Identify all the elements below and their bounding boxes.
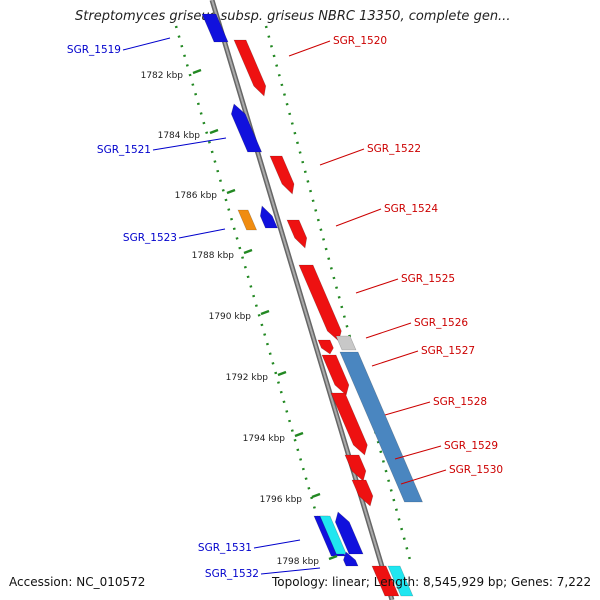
gene-label-SGR_1528[interactable]: SGR_1528 <box>433 396 487 408</box>
tick-mark <box>192 68 202 75</box>
label-leader-line <box>355 278 399 294</box>
map-title: Streptomyces griseus subsp. griseus NBRC… <box>75 9 511 24</box>
tick-label: 1786 kbp <box>175 191 218 201</box>
tick-label: 1790 kbp <box>209 312 252 322</box>
gene-label-SGR_1521[interactable]: SGR_1521 <box>97 144 151 156</box>
gene-SGR_1532[interactable] <box>343 551 359 567</box>
gene-label-SGR_1526[interactable]: SGR_1526 <box>414 317 468 329</box>
gene-label-SGR_1519[interactable]: SGR_1519 <box>67 44 121 56</box>
tick-mark <box>243 248 253 255</box>
gene-label-SGR_1520[interactable]: SGR_1520 <box>333 35 387 47</box>
gene-labels[interactable]: SGR_1519 SGR_1520 SGR_1521 SGR_1522 SGR_1523… <box>67 35 503 580</box>
label-leader-line <box>384 401 431 416</box>
gene-SGR_1527[interactable] <box>321 354 350 396</box>
gene-label-SGR_1525[interactable]: SGR_1525 <box>401 273 455 285</box>
label-leader-line <box>178 228 226 239</box>
tick-mark <box>226 188 236 195</box>
gene-label-SGR_1530[interactable]: SGR_1530 <box>449 464 503 476</box>
gene-SGR_1529[interactable] <box>344 454 367 482</box>
gene-label-SGR_1522[interactable]: SGR_1522 <box>367 143 421 155</box>
label-leader-line <box>319 148 365 166</box>
tick-label: 1784 kbp <box>158 131 201 141</box>
label-leader-line <box>335 208 382 227</box>
tick-mark <box>311 492 321 499</box>
tick-label: 1782 kbp <box>141 71 184 81</box>
gene-SGR_1531b[interactable] <box>334 511 364 555</box>
gene-SGR_1522[interactable] <box>269 155 295 195</box>
tick-mark <box>328 554 338 561</box>
left-guide-line <box>174 25 320 521</box>
gene-SGR_1523[interactable] <box>259 205 278 229</box>
gene-SGR_1530[interactable] <box>351 479 374 507</box>
tick-label: 1794 kbp <box>243 434 286 444</box>
label-leader-line <box>365 322 412 339</box>
gene-edge-red[interactable] <box>371 565 400 597</box>
gene-SGR_1519[interactable] <box>201 13 229 43</box>
tick-mark <box>277 370 287 377</box>
gene-label-SGR_1532[interactable]: SGR_1532 <box>205 568 259 580</box>
accession-label: Accession: NC_010572 <box>9 575 146 589</box>
label-leader-line <box>253 539 301 549</box>
right-guide-line <box>264 25 412 561</box>
feature-long-blue[interactable] <box>339 351 423 503</box>
label-leader-line <box>288 40 331 57</box>
gene-SGR_1526-gray[interactable] <box>335 335 357 351</box>
axis-highlight <box>211 0 393 600</box>
label-leader-line <box>260 567 321 575</box>
tick-label: 1796 kbp <box>260 495 303 505</box>
gene-features[interactable] <box>201 13 423 597</box>
gene-SGR_1523-orange[interactable] <box>237 209 258 231</box>
gene-label-SGR_1527[interactable]: SGR_1527 <box>421 345 475 357</box>
label-leader-line <box>122 37 171 51</box>
gene-label-SGR_1523[interactable]: SGR_1523 <box>123 232 177 244</box>
topology-label: Topology: linear; Length: 8,545,929 bp; … <box>272 575 592 589</box>
ruler-ticks: 1782 kbp 1784 kbp 1786 kbp 1788 kbp 1790 kbp… <box>141 68 338 567</box>
gene-SGR_1521[interactable] <box>230 103 263 153</box>
label-leader-line <box>152 137 227 151</box>
gene-SGR_1526[interactable] <box>317 339 334 355</box>
tick-mark <box>294 431 304 438</box>
dotted-guides <box>174 25 412 561</box>
tick-mark <box>209 128 219 135</box>
genome-axis <box>209 0 395 600</box>
gene-SGR_1524[interactable] <box>286 219 308 249</box>
gene-label-SGR_1529[interactable]: SGR_1529 <box>444 440 498 452</box>
gene-label-SGR_1531[interactable]: SGR_1531 <box>198 542 252 554</box>
gene-label-SGR_1524[interactable]: SGR_1524 <box>384 203 438 215</box>
tick-mark <box>260 309 270 316</box>
tick-label: 1798 kbp <box>277 557 320 567</box>
tick-label: 1788 kbp <box>192 251 235 261</box>
gene-SGR_1528[interactable] <box>330 392 368 456</box>
label-leader-line <box>371 350 419 367</box>
label-leader-line <box>394 445 442 460</box>
gene-edge-cyan[interactable] <box>387 565 414 597</box>
tick-label: 1792 kbp <box>226 373 269 383</box>
label-leader-line <box>400 469 447 485</box>
gene-SGR_1520[interactable] <box>233 39 267 97</box>
